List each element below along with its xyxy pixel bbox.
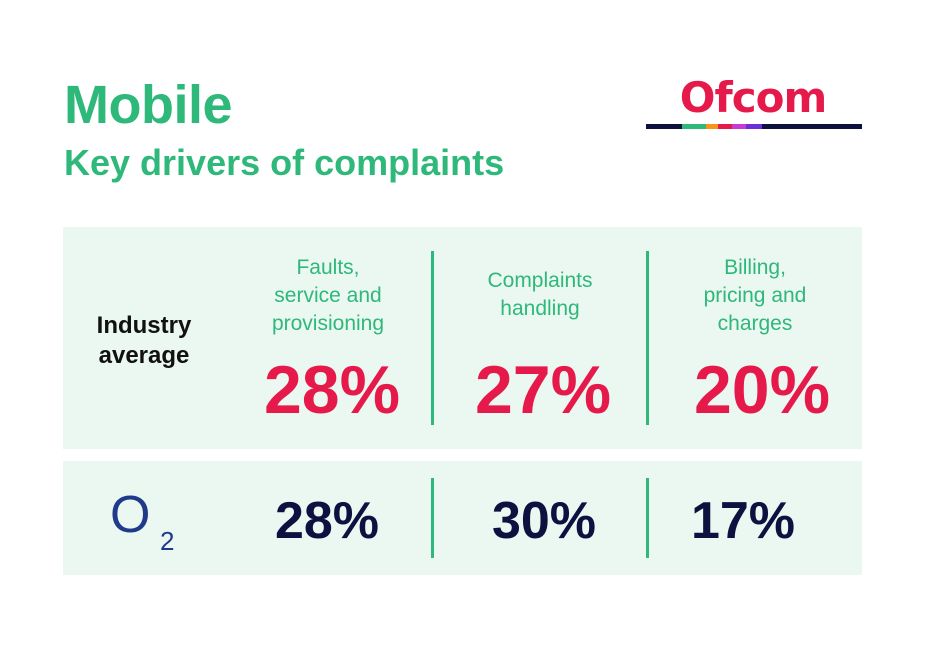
industry-value-complaints-handling: 27% <box>474 352 612 428</box>
column-divider <box>646 251 649 425</box>
logo-bar-segment <box>746 124 762 129</box>
column-divider <box>646 478 649 558</box>
logo-bar-segment <box>706 124 718 129</box>
logo-bar-segment <box>732 124 746 129</box>
column-header-line: service and <box>274 284 382 307</box>
logo-bar-segment <box>646 124 682 129</box>
ofcom-logo: Ofcom <box>642 76 864 132</box>
page-subtitle: Key drivers of complaints <box>64 142 505 183</box>
o2-value-faults: 28% <box>274 492 380 550</box>
column-header-line: provisioning <box>271 312 385 335</box>
industry-value-faults: 28% <box>263 352 401 428</box>
column-divider <box>431 251 434 425</box>
o2-logo: O 2 <box>110 486 174 556</box>
row-label-industry-average: Industry average <box>64 311 224 371</box>
industry-average-panel <box>63 227 862 449</box>
o2-panel <box>63 461 862 575</box>
o2-value-billing: 17% <box>690 492 796 550</box>
column-header-line: pricing and <box>703 284 807 307</box>
o2-logo-subscript: 2 <box>160 526 174 556</box>
industry-value-billing: 20% <box>693 352 831 428</box>
column-header-billing: Billing, pricing and charges <box>655 254 855 338</box>
logo-bar-segment <box>718 124 732 129</box>
ofcom-logo-color-bar <box>646 124 862 129</box>
ofcom-logo-text: Ofcom <box>679 73 828 122</box>
row-label-line: Industry <box>96 312 192 339</box>
row-label-line: average <box>98 342 190 369</box>
column-header-line: handling <box>500 297 580 320</box>
o2-value-complaints-handling: 30% <box>491 492 597 550</box>
o2-logo-letter: O <box>110 486 150 544</box>
column-header-faults: Faults, service and provisioning <box>228 254 428 338</box>
logo-bar-segment <box>762 124 862 129</box>
column-header-complaints-handling: Complaints handling <box>440 267 640 323</box>
page-title: Mobile <box>64 75 233 135</box>
column-header-line: charges <box>717 312 793 335</box>
column-header-line: Billing, <box>724 256 786 279</box>
column-divider <box>431 478 434 558</box>
column-header-line: Complaints <box>487 269 593 292</box>
logo-bar-segment <box>682 124 706 129</box>
column-header-line: Faults, <box>296 256 360 279</box>
